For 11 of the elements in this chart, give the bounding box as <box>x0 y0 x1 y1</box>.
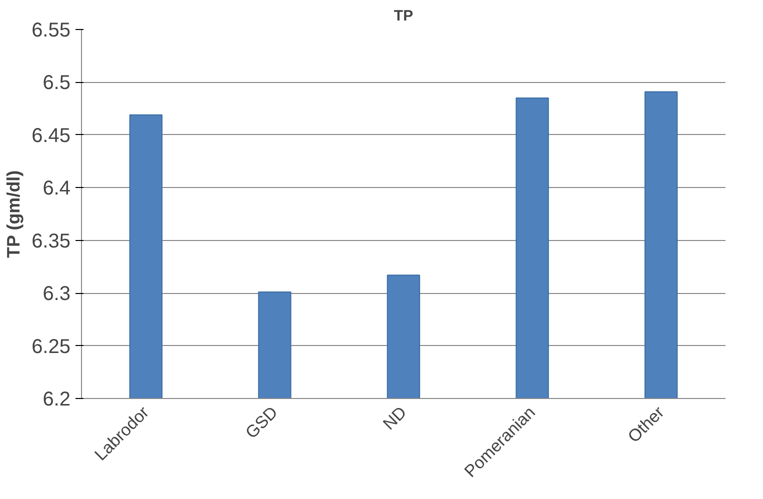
y-tick-label: 6.2 <box>42 388 71 410</box>
y-tick-label: 6.45 <box>32 124 71 147</box>
chart-title: TP <box>394 8 414 24</box>
y-tick-label: 6.5 <box>42 72 71 94</box>
y-tick-label: 6.35 <box>32 230 71 252</box>
x-tick-label: ND <box>379 402 410 434</box>
y-tick-label: 6.3 <box>42 283 71 306</box>
y-tick-label: 6.55 <box>32 20 71 42</box>
y-tick-label: 6.25 <box>32 336 71 358</box>
y-axis-title: TP (gm/dl) <box>4 170 24 258</box>
y-tick-label: 6.4 <box>42 178 71 200</box>
